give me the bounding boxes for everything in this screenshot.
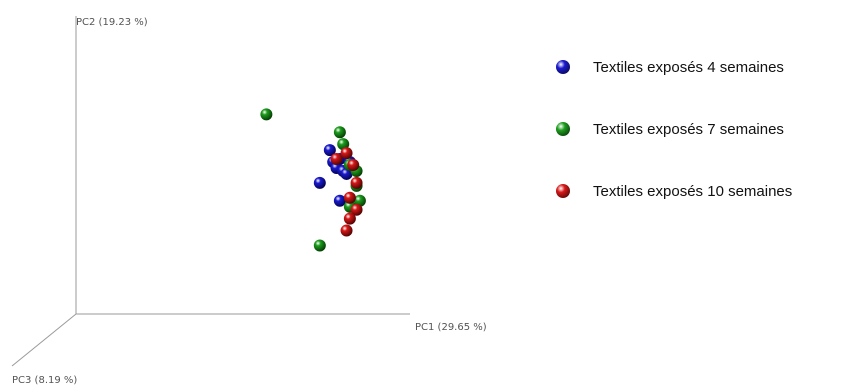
legend-label: Textiles exposés 10 semaines [593,182,793,200]
pc2-axis-label: PC2 (19.23 %) [76,17,148,28]
point-series-2-3 [350,176,363,189]
legend-marker-icon [556,184,570,198]
legend-label: Textiles exposés 7 semaines [593,120,784,138]
legend-item-7-semaines: Textiles exposés 7 semaines [556,118,792,140]
pc1-axis-label: PC1 (29.65 %) [415,322,487,333]
legend-item-4-semaines: Textiles exposés 4 semaines [556,56,792,78]
point-series-1-7 [313,239,326,252]
point-series-0-0 [323,144,336,157]
point-series-1-1 [333,126,346,139]
point-series-0-6 [313,176,326,189]
point-series-2-6 [343,212,356,225]
point-series-2-0 [340,147,353,160]
point-series-2-5 [350,203,363,216]
point-series-1-0 [260,108,273,121]
point-series-2-1 [330,153,343,166]
point-series-2-2 [347,159,360,171]
pc3-axis-line [11,313,77,367]
point-series-0-7 [333,194,346,207]
legend-marker-icon [556,60,570,74]
legend-label: Textiles exposés 4 semaines [593,58,784,76]
legend-item-10-semaines: Textiles exposés 10 semaines [556,180,792,202]
pc3-axis-label: PC3 (8.19 %) [12,375,77,386]
legend: Textiles exposés 4 semaines Textiles exp… [556,56,792,202]
data-points [260,108,366,252]
legend-marker-icon [556,122,570,136]
point-series-2-4 [343,191,356,204]
point-series-2-7 [340,224,353,237]
